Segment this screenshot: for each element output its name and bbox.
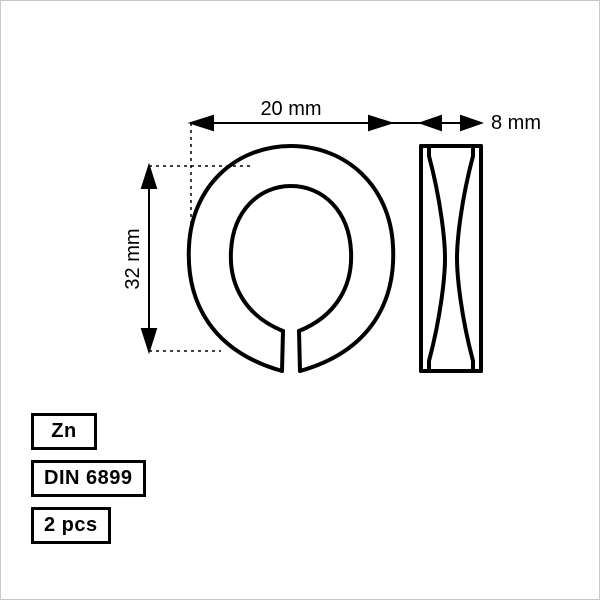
thimble-front-view [189,146,393,371]
material-box: Zn [31,413,97,450]
thimble-side-view [421,146,481,371]
dim-height-label: 32 mm [122,228,144,289]
dim-width-label: 20 mm [260,98,321,120]
standard-label: DIN 6899 [44,467,133,489]
quantity-box: 2 pcs [31,507,111,544]
gap-right [299,331,300,371]
standard-box: DIN 6899 [31,460,146,497]
diagram-page: 20 mm 8 mm 32 mm Zn DIN 6899 [0,0,600,600]
material-label: Zn [51,420,76,442]
dim-thickness [391,116,481,130]
thimble-inner [231,186,351,331]
gap-left [282,331,283,371]
thimble-outer [189,146,393,371]
info-box-stack: Zn DIN 6899 2 pcs [31,413,146,544]
dim-thickness-label: 8 mm [491,112,541,134]
quantity-label: 2 pcs [44,514,98,536]
